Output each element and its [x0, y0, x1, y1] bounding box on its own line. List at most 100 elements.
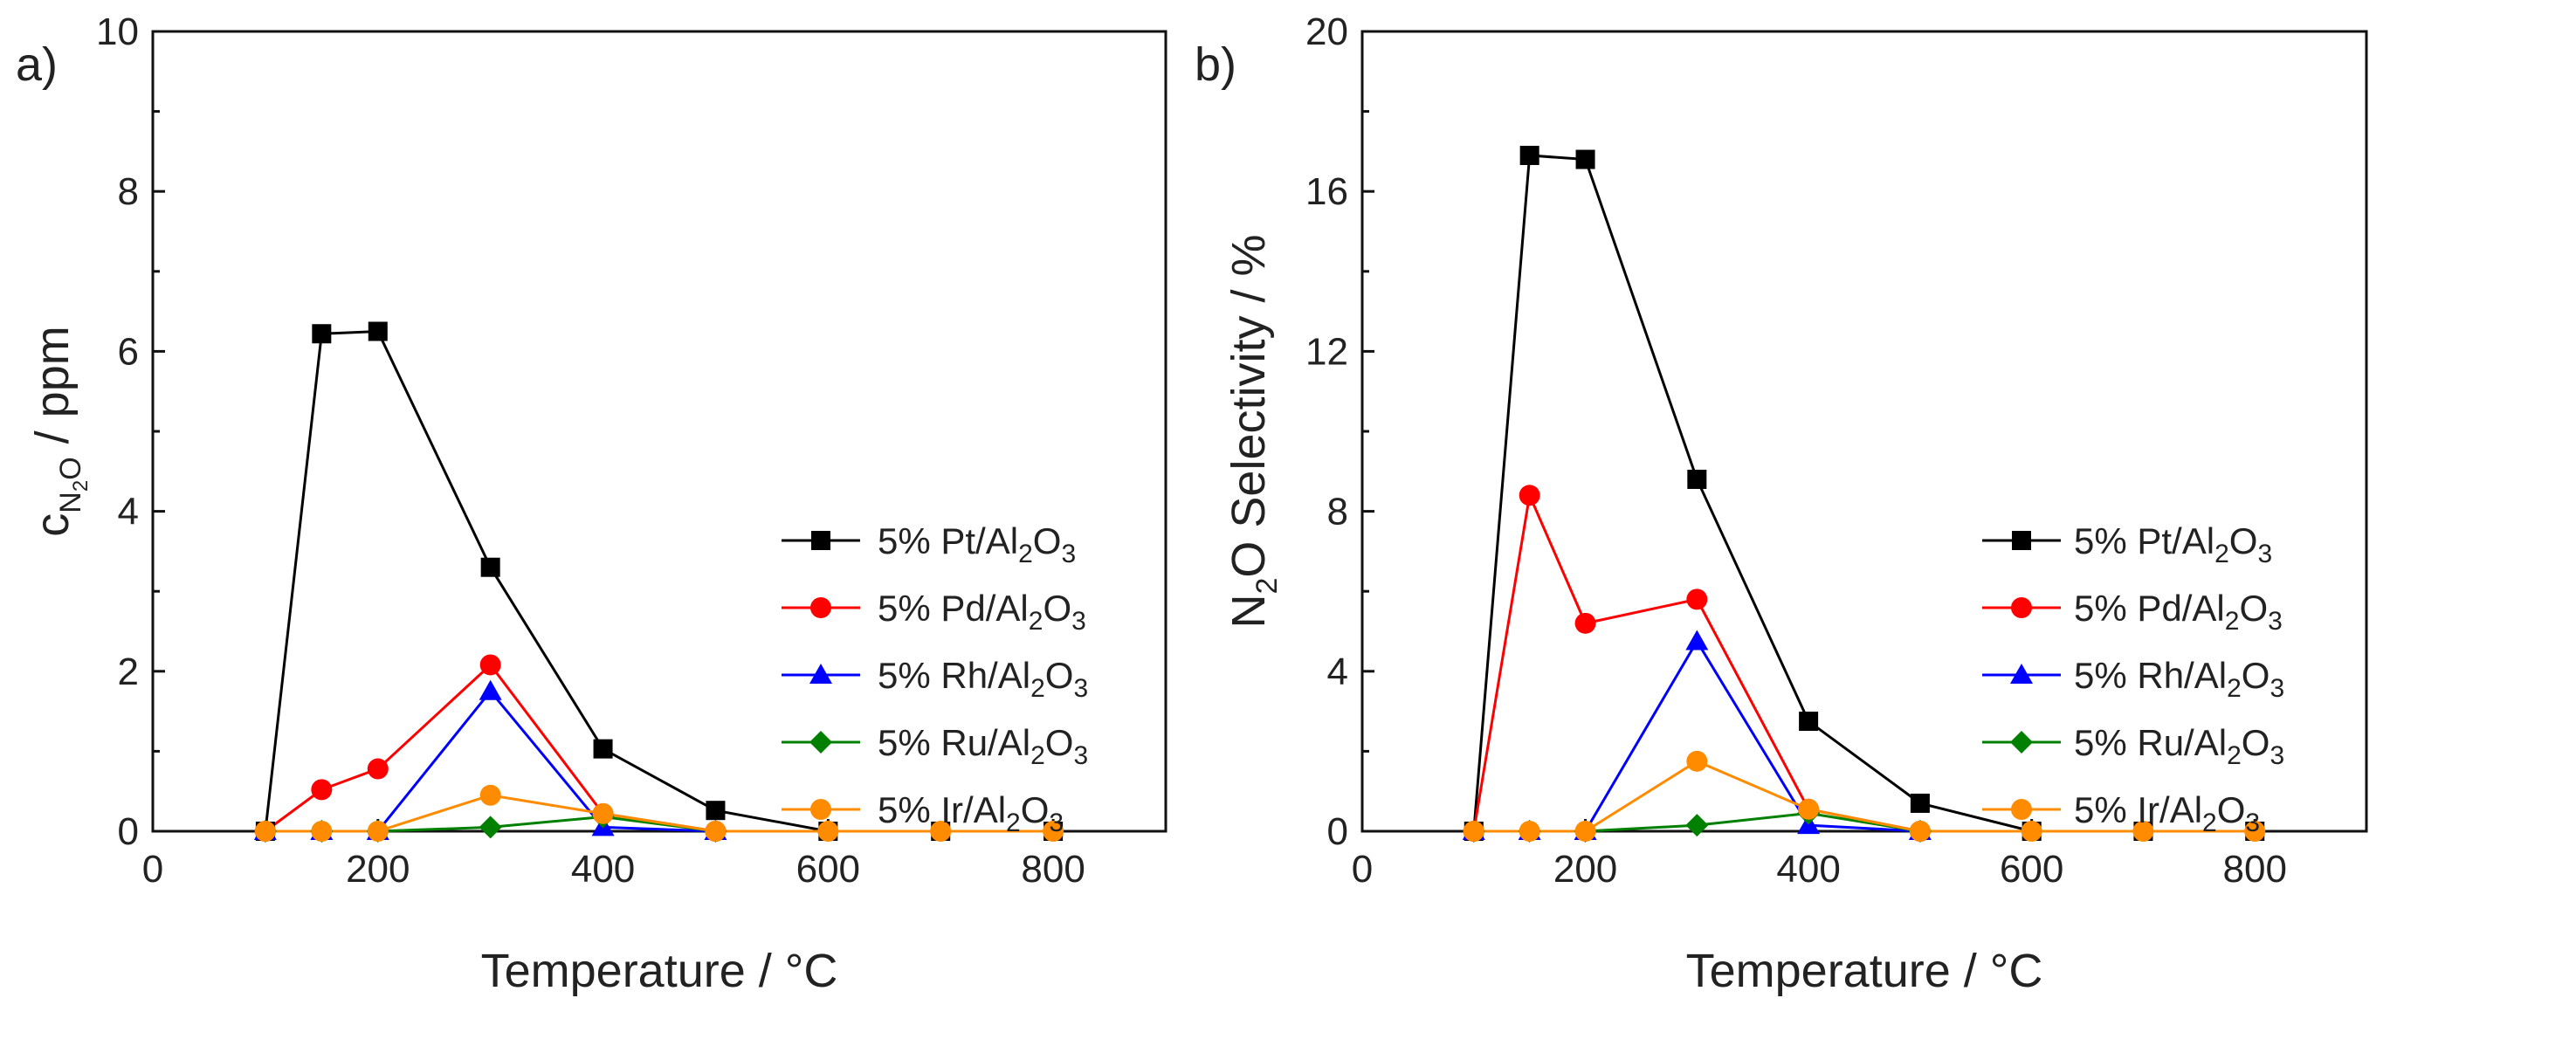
legend-label: O — [2242, 655, 2270, 696]
data-point-series-2 — [479, 679, 502, 700]
data-point-series-4 — [1574, 821, 1596, 842]
y-label-sub: 2 — [69, 480, 93, 492]
panel-a-chart: a) 0 200 400 600 800 0 2 4 6 8 10 Temperature / °C cN… — [16, 10, 1167, 997]
legend-label: 5% Ir/Al — [2074, 789, 2202, 830]
data-point-series-4 — [254, 821, 276, 842]
legend-entry: 5% Ru/Al2O3 — [878, 722, 1088, 770]
legend-marker — [2012, 531, 2031, 550]
y-axis-label: N2O Selectivity / % — [1223, 234, 1284, 628]
legend-label: O — [1021, 789, 1050, 830]
legend-marker — [809, 664, 832, 684]
legend-entry: 5% Ir/Al2O3 — [2074, 789, 2260, 837]
legend-label: O — [1043, 588, 1071, 629]
legend-entry: 5% Pt/Al2O3 — [878, 520, 1076, 568]
data-point-series-4 — [2132, 821, 2154, 842]
x-tick-label: 800 — [2223, 848, 2287, 891]
legend-label: 5% Pt/Al — [2074, 520, 2214, 561]
legend-label: 5% Ir/Al — [878, 789, 1006, 830]
x-axis-label: Temperature / °C — [481, 945, 838, 997]
legend-subscript: 3 — [1073, 674, 1088, 703]
legend-subscript: 3 — [1061, 540, 1076, 568]
x-tick-label: 0 — [142, 848, 163, 891]
data-point-series-4 — [1686, 750, 1708, 772]
data-point-series-0 — [312, 324, 332, 344]
x-axis-label: Temperature / °C — [1686, 945, 2043, 997]
legend-label: 5% Rh/Al — [2074, 655, 2227, 696]
legend-label: O — [1045, 722, 1074, 763]
legend-marker — [2010, 664, 2033, 684]
y-tick-label: 12 — [1305, 330, 1348, 373]
y-tick-label: 0 — [118, 810, 139, 853]
y-tick-label: 10 — [96, 10, 139, 53]
data-point-series-4 — [479, 784, 501, 806]
data-point-series-4 — [1798, 798, 1820, 820]
y-tick-label: 0 — [1327, 810, 1348, 853]
data-point-series-4 — [2021, 821, 2042, 842]
legend-marker — [2011, 799, 2032, 820]
legend-label: O — [2242, 722, 2270, 763]
y-tick-label: 20 — [1305, 10, 1348, 53]
data-point-series-4 — [1909, 821, 1931, 842]
legend-subscript: 2 — [2227, 674, 2242, 703]
legend-label: 5% Ru/Al — [878, 722, 1030, 763]
panel-label: a) — [16, 38, 58, 91]
data-point-series-2 — [1685, 630, 1709, 650]
data-point-series-4 — [930, 821, 952, 842]
data-point-series-0 — [1910, 793, 1930, 813]
y-label-sub: O — [54, 457, 87, 479]
legend-marker — [809, 731, 832, 754]
legend-subscript: 3 — [2257, 540, 2272, 568]
data-point-series-0 — [593, 739, 613, 759]
data-point-series-4 — [592, 802, 614, 824]
data-point-series-4 — [1463, 821, 1484, 842]
y-axis-label: cN2O / ppm — [26, 326, 93, 536]
data-point-series-1 — [1519, 485, 1540, 506]
legend-subscript: 2 — [2202, 809, 2217, 837]
legend-marker — [2010, 731, 2033, 754]
y-tick-label: 8 — [1327, 491, 1348, 533]
legend-label: O — [2239, 588, 2268, 629]
data-point-series-0 — [1575, 149, 1595, 169]
x-tick-label: 600 — [796, 848, 860, 891]
panel-b-chart: b) 0 200 400 600 800 0 4 8 12 16 20 Temperature / °C… — [1195, 10, 2368, 997]
data-point-series-0 — [1799, 712, 1819, 732]
legend-marker — [811, 531, 830, 550]
data-point-series-1 — [311, 779, 333, 801]
legend-entry: 5% Pt/Al2O3 — [2074, 520, 2272, 568]
data-point-series-0 — [480, 557, 500, 577]
legend-subscript: 2 — [1030, 741, 1045, 770]
legend-entry: 5% Rh/Al2O3 — [878, 655, 1088, 703]
legend-label: 5% Pd/Al — [2074, 588, 2225, 629]
legend-marker — [810, 597, 831, 618]
data-point-series-1 — [479, 654, 501, 676]
legend-subscript: 2 — [1018, 540, 1033, 568]
x-tick-label: 800 — [1021, 848, 1085, 891]
data-point-series-4 — [817, 821, 839, 842]
x-tick-label: 600 — [2000, 848, 2063, 891]
panel-label: b) — [1195, 38, 1236, 91]
data-point-series-1 — [367, 758, 389, 780]
legend-entry: 5% Pd/Al2O3 — [878, 588, 1086, 636]
legend-subscript: 3 — [1071, 607, 1086, 636]
data-point-series-4 — [1043, 821, 1064, 842]
data-point-series-0 — [1519, 145, 1539, 165]
legend-subscript: 3 — [1073, 741, 1088, 770]
legend-label: O — [1033, 520, 1062, 561]
legend-label: 5% Rh/Al — [878, 655, 1030, 696]
y-tick-label: 8 — [118, 170, 139, 213]
legend-subscript: 2 — [1030, 674, 1045, 703]
legend-label: 5% Pt/Al — [878, 520, 1018, 561]
legend-entry: 5% Ir/Al2O3 — [878, 789, 1064, 837]
legend-label: O — [2217, 789, 2246, 830]
legend-entry: 5% Rh/Al2O3 — [2074, 655, 2284, 703]
legend-subscript: 3 — [2269, 741, 2284, 770]
y-label-main: c — [26, 513, 79, 537]
data-point-series-4 — [705, 821, 727, 842]
data-point-series-4 — [1519, 821, 1540, 842]
legend-entry: 5% Ru/Al2O3 — [2074, 722, 2284, 770]
x-tick-label: 400 — [1776, 848, 1840, 891]
y-label-main: N — [1223, 595, 1275, 629]
legend-label: O — [2229, 520, 2258, 561]
y-label-rest: / ppm — [26, 326, 79, 457]
legend-label: O — [1045, 655, 1074, 696]
